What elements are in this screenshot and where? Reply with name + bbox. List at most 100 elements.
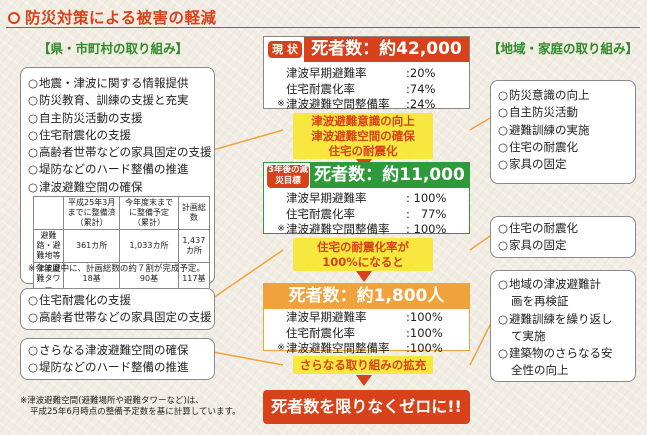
row-value: 100% — [409, 341, 443, 355]
row-value: 100% — [409, 325, 443, 340]
row-value: 100% — [413, 191, 447, 205]
row-label: 津波早期避難率 — [286, 66, 367, 80]
row-label: 津波早期避難率 — [286, 191, 367, 205]
list-item: 地域の津波避難計 — [498, 276, 635, 293]
right-measures-box-3: 地域の津波避難計 画を再検証 避難訓練を繰り返し て実施 建築物のさらなる安 全… — [490, 270, 636, 382]
badge-current: 現 状 — [268, 41, 302, 58]
row-label: 津波避難空間整備率 — [286, 341, 390, 355]
connector-left-1 — [212, 129, 284, 151]
list-item-continued: 画を再検証 — [511, 294, 569, 309]
list-item: 堤防などのハード整備の推進 — [28, 161, 214, 178]
arrow-down-icon — [356, 271, 372, 282]
band-line: 津波避難意識の向上 — [311, 114, 415, 128]
list-item: さらなる津波避難空間の確保 — [28, 342, 214, 359]
list-item: 自主防災活動の支援 — [28, 110, 214, 127]
list-item: 住宅耐震化の支援 — [28, 292, 214, 309]
right-measures-box: 防災意識の向上 自主防災活動 避難訓練の実施 住宅の耐震化 家具の固定 — [490, 80, 636, 184]
list-item: 住宅耐震化の支援 — [28, 127, 214, 144]
band-line: 100%になると — [322, 255, 404, 269]
connector-left-2 — [212, 249, 284, 299]
row-mark: ※ — [277, 224, 285, 234]
arrow-down-icon — [356, 375, 372, 386]
footnote-line: 平成25年6月時点の整備予定数を基に計算しています。 — [30, 407, 241, 417]
table-row: 避難路・避難地等 361カ所 1,033カ所 1,437カ所 — [33, 229, 211, 263]
list-item: 住宅の耐震化 — [498, 220, 635, 237]
row-value: 24% — [409, 97, 436, 111]
list-item: 堤防などのハード整備の推進 — [28, 359, 214, 376]
stat-row: 住宅耐震化率:74% — [286, 82, 469, 98]
deaths-target: 死者数：約11,000人 — [310, 163, 469, 210]
row-value: 77% — [420, 206, 447, 221]
stat-row: ※ 津波避難空間整備率: 100% — [277, 222, 447, 236]
row-mark — [276, 207, 286, 223]
row-label: 津波早期避難率 — [286, 310, 367, 324]
measures-band-2: 住宅の耐震化率が 100%になると — [293, 238, 433, 271]
stat-row: 住宅耐震化率:100% — [286, 326, 469, 342]
stage-current: 死者数：約42,000人 現 状 津波早期避難率:20% 住宅耐震化率:74% … — [263, 36, 470, 111]
stat-row: 津波早期避難率:100% — [286, 310, 469, 326]
title-divider — [6, 27, 640, 28]
row-label: 津波避難空間整備率 — [286, 97, 390, 111]
list-item-continued: 全性の向上 — [511, 363, 569, 378]
list-item: 自主防災活動 — [498, 104, 635, 121]
band-line: 津波避難空間の確保 — [311, 129, 415, 143]
stat-row: 住宅耐震化率: 77% — [286, 207, 469, 223]
footnote: ※津波避難空間(避難場所や避難タワーなど)は、 平成25年6月時点の整備予定数を… — [20, 396, 241, 418]
left-measures-box-2: 住宅耐震化の支援 高齢者世帯などの家具固定の支援 — [20, 288, 215, 330]
row-label: 住宅耐震化率 — [286, 206, 355, 221]
stage-rows: 津波早期避難率:20% 住宅耐震化率:74% ※ 津波避難空間整備率:24% — [264, 66, 469, 113]
row-label: 住宅耐震化率 — [286, 325, 355, 340]
table-header: 今年度末までに整備予定（累計） — [119, 196, 179, 230]
list-item: 住宅の耐震化 — [498, 139, 635, 156]
deaths-current: 死者数：約42,000人 — [304, 37, 469, 84]
list-item: 地震・津波に関する情報提供 — [28, 75, 214, 92]
list-item: 高齢者世帯などの家具固定の支援 — [28, 309, 214, 326]
band-line: 住宅の耐震化 — [328, 144, 398, 158]
list-item: 避難訓練の実施 — [498, 122, 635, 139]
row-mark — [276, 326, 286, 342]
stage-rows: 津波早期避難率: 100% 住宅耐震化率: 77% ※ 津波避難空間整備率: 10… — [264, 191, 469, 238]
list-item: 津波避難空間の確保 — [28, 179, 214, 196]
left-section-header: 【県・市町村の取り組み】 — [38, 41, 189, 56]
connector-right-1 — [469, 117, 491, 131]
row-value: 100% — [409, 310, 443, 324]
facility-table: 平成25年3月までに整備済（累計） 今年度末までに整備予定（累計） 計画総数 避… — [33, 196, 211, 296]
row-value: 100% — [413, 222, 447, 236]
stage-target: 死者数：約11,000人 3年後の減災目標 津波早期避難率: 100% 住宅耐震… — [263, 162, 470, 236]
connector-right-3 — [469, 324, 491, 366]
band-line: 住宅の耐震化率が — [317, 240, 409, 254]
stat-row: ※ 津波避難空間整備率:100% — [277, 341, 443, 355]
row-mark: ※ — [277, 99, 285, 109]
stat-row: 津波早期避難率:20% — [286, 66, 469, 82]
table-cell: 1,033カ所 — [119, 229, 179, 263]
row-mark — [276, 66, 286, 82]
table-cell: 避難路・避難地等 — [33, 229, 64, 263]
list-item: 家具の固定 — [498, 156, 635, 173]
table-header — [33, 196, 64, 230]
badge-target: 3年後の減災目標 — [267, 165, 309, 188]
row-value: 20% — [409, 66, 436, 80]
page-title-text: 防災対策による被害の軽減 — [25, 9, 217, 27]
row-mark — [276, 310, 286, 326]
row-mark — [276, 191, 286, 207]
list-item: 避難訓練を繰り返し — [498, 311, 635, 328]
connector-left-3 — [212, 351, 284, 366]
left-measures-box: 地震・津波に関する情報提供 防災教育、訓練の支援と充実 自主防災活動の支援 住宅… — [20, 67, 215, 296]
right-measures-box-2: 住宅の耐震化 家具の固定 — [490, 216, 636, 258]
circle-icon — [8, 12, 20, 24]
list-item: 高齢者世帯などの家具固定の支援 — [28, 144, 214, 161]
measures-band-3: さらなる取り組みの拡充 — [293, 356, 433, 374]
table-header: 計画総数 — [177, 196, 211, 230]
table-header: 平成25年3月までに整備済（累計） — [62, 196, 121, 230]
row-label: 津波避難空間整備率 — [286, 222, 390, 236]
page-title: 防災対策による被害の軽減 — [8, 6, 217, 28]
final-goal: 死者数を限りなくゼロに!! — [263, 390, 470, 424]
deaths-future: 死者数：約1,800人 — [264, 284, 469, 309]
measures-band-1: 津波避難意識の向上 津波避難空間の確保 住宅の耐震化 — [293, 113, 433, 159]
row-value: 74% — [409, 81, 436, 96]
list-item: 防災意識の向上 — [498, 87, 635, 104]
left-measures-box-3: さらなる津波避難空間の確保 堤防などのハード整備の推進 — [20, 338, 215, 380]
connector-right-2 — [469, 235, 491, 251]
footnote-line: ※津波避難空間(避難場所や避難タワーなど)は、 — [20, 396, 204, 406]
